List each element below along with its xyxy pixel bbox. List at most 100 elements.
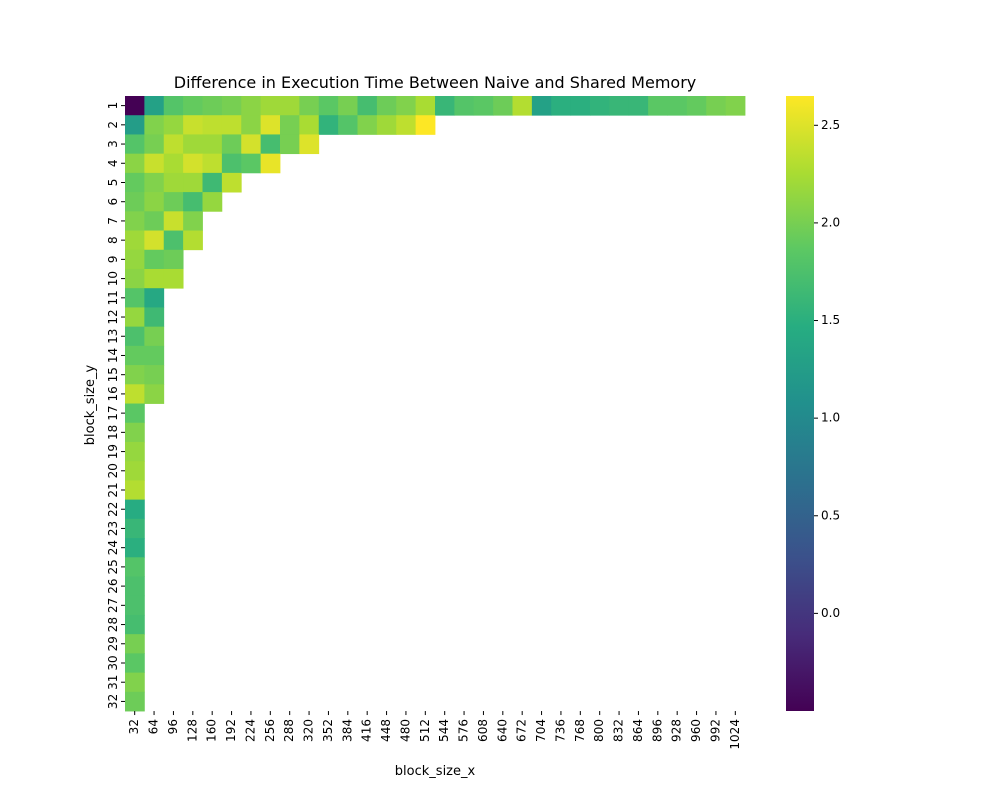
heatmap-cell [144, 192, 165, 212]
x-tick-label: 992 [708, 719, 722, 742]
x-tick-label: 224 [243, 719, 257, 742]
x-tick-label: 736 [553, 719, 567, 742]
heatmap-cell [125, 326, 145, 347]
heatmap-cell [144, 153, 165, 174]
x-tick-label: 352 [321, 719, 335, 742]
heatmap-cell [706, 96, 727, 116]
y-tick-label: 8 [106, 236, 120, 244]
x-tick-label: 544 [437, 719, 451, 742]
y-tick-label: 27 [106, 598, 120, 613]
heatmap-cell [125, 211, 145, 231]
x-tick-label: 896 [650, 719, 664, 742]
x-tick-label: 832 [612, 719, 626, 742]
heatmap-cell [163, 268, 184, 289]
heatmap-cell [163, 115, 184, 135]
colorbar-tick-label: 0.5 [821, 508, 840, 522]
x-tick-label: 768 [573, 719, 587, 742]
x-tick-label: 288 [282, 719, 296, 742]
heatmap-cell [667, 96, 688, 116]
heatmap-cell [318, 115, 339, 135]
heatmap-cell [202, 115, 223, 135]
heatmap-cell [183, 134, 203, 155]
heatmap-cell [125, 384, 145, 404]
x-tick-label: 384 [340, 719, 354, 742]
heatmap-cell [241, 153, 262, 174]
heatmap-cell [125, 422, 145, 443]
heatmap-cell [183, 96, 203, 116]
y-tick-label: 19 [106, 444, 120, 459]
heatmap-cell [531, 96, 552, 116]
heatmap-cell [125, 365, 145, 385]
x-tick-label: 160 [205, 719, 219, 742]
heatmap-cell [221, 96, 242, 116]
y-tick-label: 25 [106, 559, 120, 574]
heatmap-cell [125, 249, 145, 270]
x-tick-label: 32 [127, 719, 141, 734]
heatmap-cell [221, 153, 242, 174]
colorbar-tick-label: 1.0 [821, 411, 840, 425]
heatmap-cell [125, 595, 145, 616]
heatmap-cell [376, 96, 397, 116]
heatmap-cell [144, 230, 165, 251]
colorbar-tick-label: 1.5 [821, 313, 840, 327]
heatmap-cell [221, 172, 242, 193]
heatmap-cell [725, 96, 746, 116]
heatmap-cell [125, 538, 145, 558]
colorbar [786, 96, 814, 711]
x-tick-label: 800 [592, 719, 606, 742]
heatmap-cell [221, 134, 242, 155]
y-tick-label: 23 [106, 521, 120, 536]
x-tick-label: 64 [147, 719, 161, 734]
heatmap-cell [512, 96, 533, 116]
heatmap-cell [144, 249, 165, 270]
heatmap-cell [183, 115, 203, 135]
heatmap-cell [435, 96, 455, 116]
heatmap-cell [144, 365, 165, 385]
y-tick-label: 14 [106, 348, 120, 363]
y-tick-label: 32 [106, 694, 120, 709]
x-tick-label: 480 [398, 719, 412, 742]
y-tick-label: 17 [106, 405, 120, 420]
heatmap-cell [144, 345, 165, 366]
heatmap-cell [163, 211, 184, 231]
y-tick-label: 5 [106, 179, 120, 187]
x-tick-label: 928 [670, 719, 684, 742]
y-axis-label: block_size_y [83, 365, 98, 446]
heatmap-cell [241, 134, 262, 155]
x-tick-label: 96 [166, 719, 180, 734]
heatmap-cell [338, 115, 358, 135]
x-tick-label: 256 [263, 719, 277, 742]
heatmap-cell [357, 115, 378, 135]
heatmap-cell [570, 96, 591, 116]
colorbar-tick-label: 2.0 [821, 215, 840, 229]
y-tick-label: 11 [106, 290, 120, 305]
heatmap-cell [202, 192, 223, 212]
x-tick-label: 128 [185, 719, 199, 742]
x-tick-label: 416 [360, 719, 374, 742]
heatmap-cell [415, 96, 436, 116]
heatmap-cell [144, 326, 165, 347]
chart-title: Difference in Execution Time Between Nai… [174, 73, 696, 92]
heatmap-cell [183, 172, 203, 193]
heatmap-cell [144, 307, 165, 328]
heatmap-cell [125, 268, 145, 289]
x-tick-label: 704 [534, 719, 548, 742]
heatmap-cell [144, 384, 165, 404]
y-tick-label: 3 [106, 140, 120, 148]
x-tick-label: 512 [418, 719, 432, 742]
heatmap-cell [551, 96, 572, 116]
heatmap-cell [473, 96, 494, 116]
heatmap-cell [648, 96, 668, 116]
heatmap-cell [202, 96, 223, 116]
heatmap-cell [376, 115, 397, 135]
colorbar-tick-label: 0.0 [821, 606, 840, 620]
x-tick-label: 448 [379, 719, 393, 742]
heatmap-cell [125, 653, 145, 673]
heatmap-cell [183, 192, 203, 212]
heatmap-cell [280, 134, 300, 155]
heatmap-cell [183, 230, 203, 251]
heatmap-cell [299, 134, 320, 155]
y-tick-label: 9 [106, 256, 120, 264]
x-tick-label: 1024 [728, 719, 742, 750]
heatmap-cell [163, 249, 184, 270]
